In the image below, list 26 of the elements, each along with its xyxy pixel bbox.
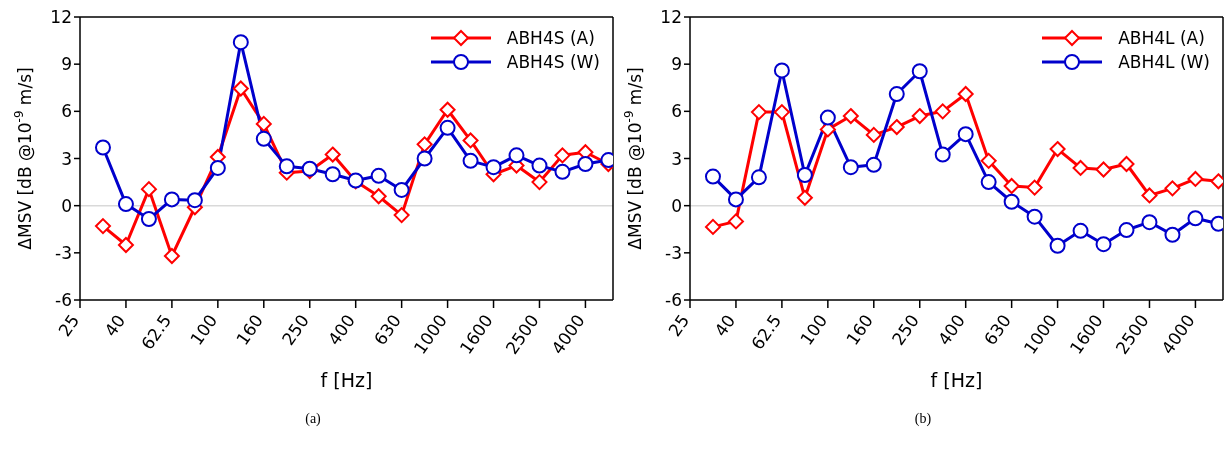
y-tick-label: 12 [50,7,72,28]
y-tick-label: 12 [660,7,682,28]
y-tick-label: 9 [671,54,682,75]
legend-label: ABH4L (W) [1118,52,1210,72]
text: (b) [914,411,932,427]
legend-label: ABH4S (A) [506,28,595,48]
legend-label: ABH4L (A) [1118,28,1205,48]
legend-label: ABH4S (W) [506,52,600,72]
text: (a) [305,411,321,427]
x-tick-label: 40 [710,310,740,341]
y-tick-label: 6 [671,101,682,122]
x-tick-label: 25 [664,310,694,341]
y-tick-label: 0 [671,195,682,216]
y-tick-label: -3 [55,242,72,263]
y-tick-label: -3 [665,242,682,263]
y-tick-label: -6 [55,290,72,311]
x-axis-title: f [Hz] [320,369,373,391]
y-tick-label: -6 [665,290,682,311]
y-tick-label: 9 [61,54,72,75]
y-tick-label: 6 [61,101,72,122]
y-tick-label: 3 [61,148,72,169]
x-tick-label: 40 [100,310,130,341]
y-tick-label: 0 [61,195,72,216]
x-tick-label: 25 [54,310,84,341]
x-axis-title: f [Hz] [930,369,983,391]
y-tick-label: 3 [671,148,682,169]
